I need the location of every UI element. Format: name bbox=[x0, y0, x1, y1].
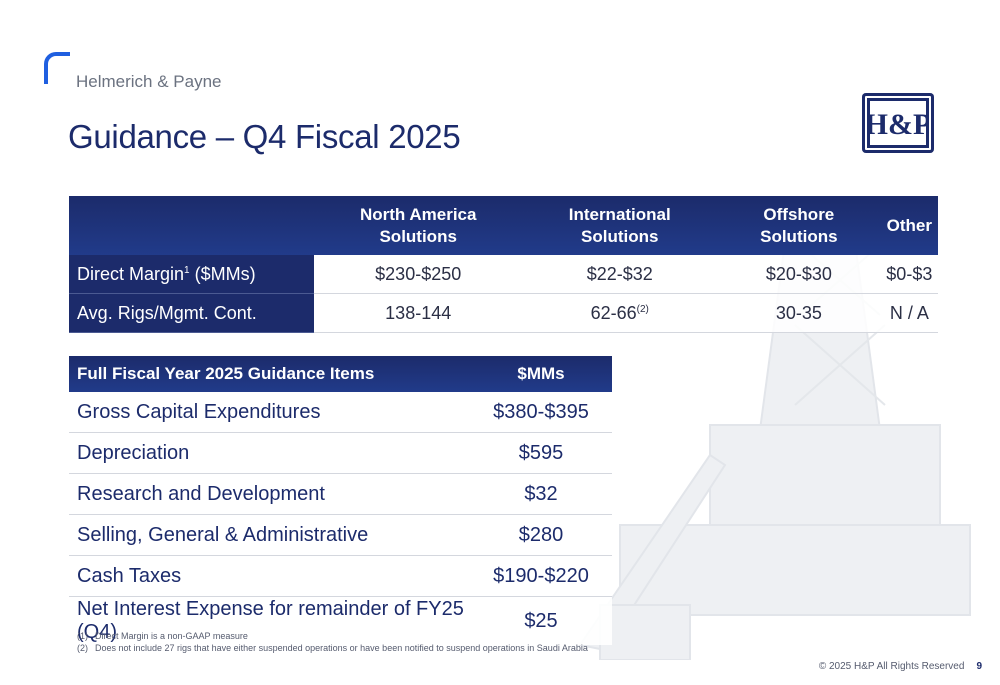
table-cell: 30-35 bbox=[717, 293, 881, 333]
table-row: Cash Taxes $190-$220 bbox=[69, 555, 612, 597]
footnotes: (1) Direct Margin is a non-GAAP measure (… bbox=[77, 630, 588, 654]
table-row: Avg. Rigs/Mgmt. Cont. 138-144 62-66(2) 3… bbox=[69, 293, 938, 333]
item-label: Cash Taxes bbox=[69, 555, 471, 597]
table-row: Selling, General & Administrative $280 bbox=[69, 514, 612, 556]
item-amount: $280 bbox=[471, 514, 612, 556]
item-label: Depreciation bbox=[69, 432, 471, 474]
row-label-avg-rigs: Avg. Rigs/Mgmt. Cont. bbox=[69, 293, 314, 333]
row-label-direct-margin: Direct Margin1 ($MMs) bbox=[69, 255, 314, 294]
item-amount: $595 bbox=[471, 432, 612, 474]
table-cell: N / A bbox=[880, 293, 938, 333]
col-header-mms: $MMs bbox=[471, 356, 612, 392]
logo-text: H&P bbox=[870, 108, 926, 141]
table-cell: $22-$32 bbox=[522, 255, 718, 294]
table-row: Research and Development $32 bbox=[69, 473, 612, 515]
corner-header-cell bbox=[69, 196, 314, 255]
col-header-other: Other bbox=[880, 196, 938, 255]
item-label: Net Interest Expense for remainder of FY… bbox=[69, 596, 471, 645]
table-cell: 138-144 bbox=[314, 293, 523, 333]
col-header-items: Full Fiscal Year 2025 Guidance Items bbox=[69, 356, 471, 392]
table-row: Gross Capital Expenditures $380-$395 bbox=[69, 392, 612, 433]
col-header-international: International Solutions bbox=[522, 196, 718, 255]
item-amount: $190-$220 bbox=[471, 555, 612, 597]
item-label: Gross Capital Expenditures bbox=[69, 392, 471, 433]
segment-guidance-table: North America Solutions International So… bbox=[69, 196, 938, 333]
table-cell: $230-$250 bbox=[314, 255, 523, 294]
item-amount: $32 bbox=[471, 473, 612, 515]
copyright: © 2025 H&P All Rights Reserved bbox=[818, 661, 965, 672]
col-header-north-america: North America Solutions bbox=[314, 196, 523, 255]
footnote-1: (1) Direct Margin is a non-GAAP measure bbox=[77, 631, 248, 641]
table-row: Net Interest Expense for remainder of FY… bbox=[69, 596, 612, 645]
corner-accent bbox=[44, 52, 70, 84]
table-cell: $20-$30 bbox=[717, 255, 881, 294]
item-label: Selling, General & Administrative bbox=[69, 514, 471, 556]
col-header-offshore: Offshore Solutions bbox=[717, 196, 881, 255]
fiscal-year-guidance-table: Full Fiscal Year 2025 Guidance Items $MM… bbox=[69, 356, 612, 645]
company-name: Helmerich & Payne bbox=[76, 72, 222, 91]
item-amount: $380-$395 bbox=[471, 392, 612, 433]
footnote-2: (2) Does not include 27 rigs that have ei… bbox=[77, 643, 588, 653]
table-row: Depreciation $595 bbox=[69, 432, 612, 474]
page-footer: © 2025 H&P All Rights Reserved 9 bbox=[819, 661, 982, 672]
page-number: 9 bbox=[976, 661, 982, 672]
rig-illustration bbox=[578, 205, 971, 660]
table-cell: $0-$3 bbox=[880, 255, 938, 294]
hp-logo: H&P bbox=[862, 93, 934, 153]
table-row: Direct Margin1 ($MMs) $230-$250 $22-$32 … bbox=[69, 255, 938, 294]
table-cell: 62-66(2) bbox=[522, 293, 718, 333]
item-label: Research and Development bbox=[69, 473, 471, 515]
page-title: Guidance – Q4 Fiscal 2025 bbox=[68, 118, 461, 155]
item-amount: $25 bbox=[471, 596, 612, 645]
